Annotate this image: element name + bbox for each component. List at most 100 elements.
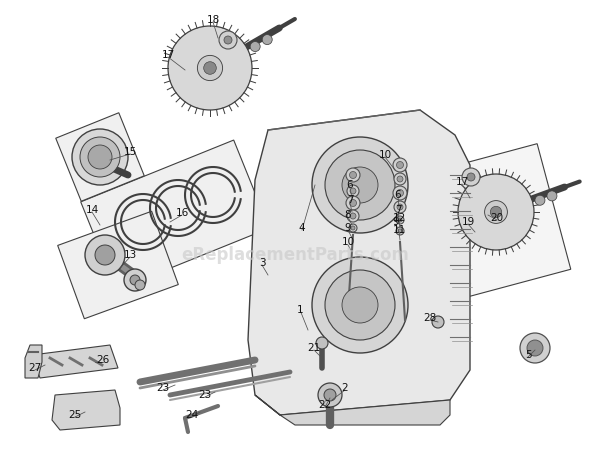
Circle shape <box>224 36 232 44</box>
Text: 9: 9 <box>345 223 351 233</box>
Polygon shape <box>248 110 470 415</box>
Text: 9: 9 <box>393 217 399 227</box>
Circle shape <box>346 168 360 182</box>
Polygon shape <box>55 113 145 201</box>
Text: 17: 17 <box>162 50 175 60</box>
Text: 13: 13 <box>123 250 137 260</box>
Circle shape <box>347 185 359 197</box>
Text: 19: 19 <box>461 217 474 227</box>
Text: 11: 11 <box>392 225 406 235</box>
Text: 28: 28 <box>424 313 437 323</box>
Polygon shape <box>25 345 42 378</box>
Circle shape <box>396 190 404 197</box>
Circle shape <box>318 383 342 407</box>
Circle shape <box>547 191 557 201</box>
Circle shape <box>462 168 480 186</box>
Circle shape <box>325 150 395 220</box>
Text: 10: 10 <box>342 237 355 247</box>
Text: 24: 24 <box>185 410 199 420</box>
Circle shape <box>324 389 336 401</box>
Text: 7: 7 <box>347 195 353 205</box>
Circle shape <box>88 145 112 169</box>
Circle shape <box>393 158 407 172</box>
Circle shape <box>535 195 545 205</box>
Polygon shape <box>81 140 269 290</box>
Circle shape <box>130 275 140 285</box>
Text: 6: 6 <box>347 180 353 190</box>
Circle shape <box>135 280 145 290</box>
Text: 18: 18 <box>206 15 219 25</box>
Circle shape <box>350 188 356 194</box>
Text: 7: 7 <box>395 205 401 215</box>
Circle shape <box>350 213 356 219</box>
Text: 3: 3 <box>258 258 266 268</box>
Circle shape <box>219 31 237 49</box>
Circle shape <box>80 137 120 177</box>
Text: 17: 17 <box>455 177 468 187</box>
Circle shape <box>398 229 402 233</box>
Circle shape <box>342 287 378 323</box>
Circle shape <box>394 173 406 185</box>
Circle shape <box>204 62 217 74</box>
Circle shape <box>342 167 378 203</box>
Circle shape <box>458 174 534 250</box>
Text: 16: 16 <box>175 208 189 218</box>
Circle shape <box>347 210 359 222</box>
Text: 6: 6 <box>395 190 401 200</box>
Circle shape <box>85 235 125 275</box>
Circle shape <box>325 270 395 340</box>
Circle shape <box>393 186 407 200</box>
Text: eReplacementParts.com: eReplacementParts.com <box>181 246 409 264</box>
Circle shape <box>396 227 404 235</box>
Circle shape <box>398 218 402 222</box>
Circle shape <box>467 173 475 181</box>
Circle shape <box>397 176 403 182</box>
Circle shape <box>346 196 360 210</box>
Text: 25: 25 <box>68 410 81 420</box>
Circle shape <box>124 269 146 291</box>
Polygon shape <box>32 345 118 378</box>
Circle shape <box>396 161 404 168</box>
Circle shape <box>349 172 356 179</box>
Circle shape <box>316 337 328 349</box>
Circle shape <box>484 200 507 223</box>
Text: 23: 23 <box>156 383 170 393</box>
Text: 10: 10 <box>378 150 392 160</box>
Text: 20: 20 <box>490 213 503 223</box>
Circle shape <box>262 34 272 45</box>
Circle shape <box>198 55 222 80</box>
Polygon shape <box>255 395 450 425</box>
Text: 23: 23 <box>198 390 212 400</box>
Circle shape <box>394 201 406 213</box>
Circle shape <box>95 245 115 265</box>
Polygon shape <box>421 144 571 300</box>
Text: 21: 21 <box>307 343 320 353</box>
Text: 15: 15 <box>123 147 137 157</box>
Circle shape <box>250 41 260 52</box>
Text: 27: 27 <box>28 363 42 373</box>
Circle shape <box>349 224 357 232</box>
Circle shape <box>72 129 128 185</box>
Circle shape <box>527 340 543 356</box>
Circle shape <box>349 199 356 206</box>
Circle shape <box>312 137 408 233</box>
Circle shape <box>490 206 502 218</box>
Text: 12: 12 <box>392 213 406 223</box>
Circle shape <box>432 316 444 328</box>
Text: 26: 26 <box>96 355 110 365</box>
Polygon shape <box>58 211 178 319</box>
Circle shape <box>168 26 252 110</box>
Circle shape <box>312 257 408 353</box>
Text: 4: 4 <box>299 223 305 233</box>
Text: 22: 22 <box>319 400 332 410</box>
Circle shape <box>520 333 550 363</box>
Circle shape <box>351 226 355 230</box>
Text: 1: 1 <box>297 305 303 315</box>
Circle shape <box>397 204 403 210</box>
Text: 2: 2 <box>342 383 348 393</box>
Circle shape <box>396 216 404 224</box>
Text: 8: 8 <box>345 210 351 220</box>
Polygon shape <box>52 390 120 430</box>
Text: 14: 14 <box>86 205 99 215</box>
Text: 5: 5 <box>525 350 532 360</box>
